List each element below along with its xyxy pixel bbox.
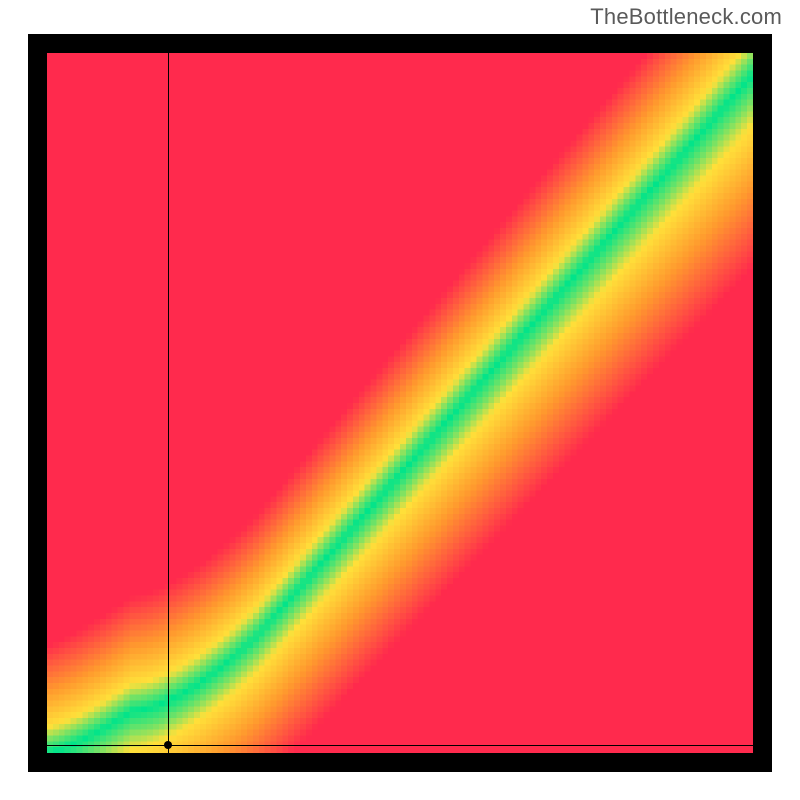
crosshair-vertical [168, 53, 169, 753]
crosshair-horizontal [47, 745, 753, 746]
plot-frame [28, 34, 772, 772]
attribution-label: TheBottleneck.com [590, 4, 782, 30]
plot-area [47, 53, 753, 753]
chart-container: TheBottleneck.com [0, 0, 800, 800]
heatmap-canvas [47, 53, 753, 753]
